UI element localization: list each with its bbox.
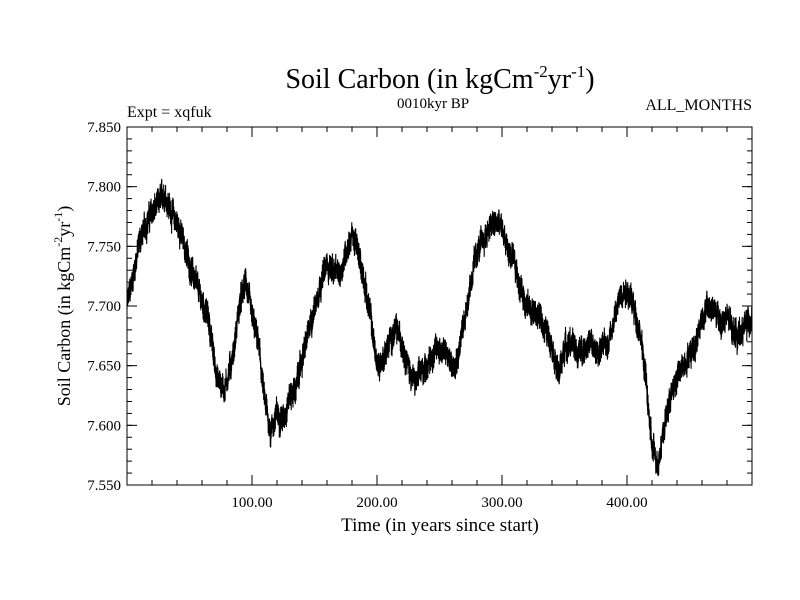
x-tick-label: 400.00 — [606, 495, 647, 511]
y-tick-label: 7.700 — [87, 299, 121, 315]
axis-ticks — [127, 126, 752, 486]
y-tick-label: 7.600 — [87, 418, 121, 434]
y-tick-label: 7.750 — [87, 239, 121, 255]
experiment-label: Expt = xqfuk — [127, 104, 212, 121]
y-axis-label: Soil Carbon (in kgCm-2yr-1) — [51, 206, 75, 407]
y-tick-label: 7.850 — [87, 120, 121, 136]
y-tick-label: 7.800 — [87, 180, 121, 196]
x-axis-label: Time (in years since start) — [341, 515, 539, 536]
y-tick-label: 7.550 — [87, 478, 121, 494]
period-label: 0010kyr BP — [397, 96, 469, 112]
axis-tick-labels: 7.550 7.600 7.650 7.700 7.750 7.800 7.850 100.0… — [87, 120, 647, 511]
x-tick-label: 300.00 — [481, 495, 522, 511]
x-tick-label: 100.00 — [231, 495, 272, 511]
chart-title: Soil Carbon (in kgCm-2yr-1) — [285, 62, 594, 95]
x-tick-label: 200.00 — [356, 495, 397, 511]
months-label: ALL_MONTHS — [645, 97, 752, 114]
series-line — [126, 178, 753, 477]
plot-frame — [126, 126, 753, 486]
y-tick-label: 7.650 — [87, 359, 121, 375]
